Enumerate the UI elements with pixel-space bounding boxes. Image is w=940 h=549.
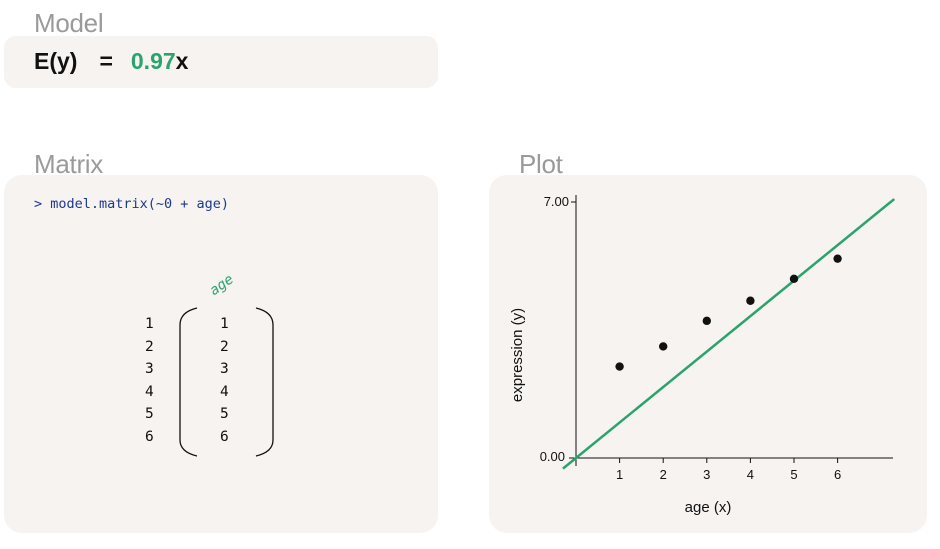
- y-tick-label-top: 7.00: [544, 194, 569, 209]
- right-matrix-bracket: [255, 307, 274, 457]
- plot-section-title: Plot: [519, 149, 563, 179]
- matrix-cell: 1: [220, 316, 229, 332]
- matrix-row-label: 4: [145, 383, 154, 400]
- matrix-row-label: 3: [145, 361, 154, 378]
- data-point: [702, 316, 711, 326]
- left-matrix-bracket: [179, 307, 198, 457]
- equation-equals-sign: =: [99, 48, 113, 74]
- matrix-row-label: 5: [145, 406, 154, 423]
- matrix-section-title: Matrix: [34, 149, 103, 179]
- matrix-panel: > model.matrix(~0 + age) age 1 1 2 2 3 3 4 4 5 5 6…: [4, 175, 438, 533]
- x-axis-label: age (x): [685, 499, 732, 516]
- data-point: [789, 274, 799, 283]
- fitted-line: [562, 198, 896, 470]
- equation-lhs: E(y): [34, 48, 78, 74]
- x-tick-label: 6: [834, 467, 841, 482]
- y-tick-label-bottom: 0.00: [540, 449, 565, 464]
- data-point: [833, 254, 842, 263]
- matrix-cell: 5: [220, 406, 229, 423]
- matrix-cell: 3: [220, 361, 229, 378]
- matrix-row-label: 2: [145, 338, 154, 355]
- matrix-cell: 2: [220, 338, 229, 355]
- data-point: [746, 296, 755, 305]
- matrix-cell: 6: [220, 429, 229, 445]
- matrix-column-header: age: [206, 271, 237, 299]
- plot-marks: 1 2 3 4 5 6: [562, 198, 896, 482]
- model-equation: E(y) = 0.97x: [34, 48, 188, 75]
- model-section-title: Model: [34, 8, 104, 38]
- x-tick-label: 3: [703, 467, 710, 482]
- x-tick-label: 1: [616, 467, 623, 482]
- x-tick-label: 2: [660, 467, 667, 482]
- scatter-plot: 7.00 0.00 expression (y) age (x) 1 2 3 4 5 6: [509, 194, 896, 516]
- equation-variable: x: [175, 48, 189, 74]
- matrix-row-label: 1: [145, 316, 154, 332]
- matrix-row-label: 6: [145, 429, 154, 445]
- equation-coefficient: 0.97: [130, 48, 176, 74]
- y-axis-label: expression (y): [509, 308, 526, 402]
- x-tick-label: 5: [790, 467, 797, 482]
- x-tick-label: 4: [747, 467, 754, 482]
- r-code-line: > model.matrix(~0 + age): [34, 196, 230, 212]
- data-point: [615, 362, 624, 371]
- model-equation-panel: E(y) = 0.97x: [4, 36, 438, 88]
- data-point: [659, 342, 668, 351]
- matrix-cell: 4: [220, 383, 229, 400]
- plot-panel: 7.00 0.00 expression (y) age (x) 1 2 3 4 5 6: [489, 175, 927, 533]
